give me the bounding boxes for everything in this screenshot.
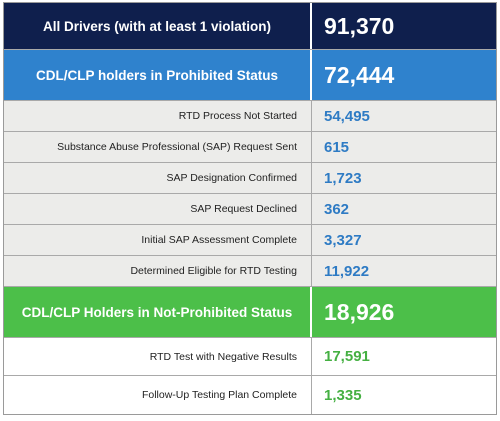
eligible-rtd-testing-value: 11,922 <box>324 262 370 280</box>
not-prohibited-status-label: CDL/CLP Holders in Not-Prohibited Status <box>4 287 312 337</box>
all-drivers-value: 91,370 <box>324 12 395 39</box>
prohibited-status-value: 72,444 <box>324 61 395 88</box>
prohibited-item-row: RTD Process Not Started 54,495 <box>4 101 496 132</box>
initial-sap-assessment-value: 3,327 <box>324 231 362 249</box>
prohibited-status-label: CDL/CLP holders in Prohibited Status <box>4 50 312 100</box>
not-prohibited-item-row: RTD Test with Negative Results 17,591 <box>4 338 496 376</box>
not-prohibited-item-row: Follow-Up Testing Plan Complete 1,335 <box>4 376 496 414</box>
sap-request-declined-label: SAP Request Declined <box>4 194 312 224</box>
sap-request-declined-value: 362 <box>324 200 350 218</box>
eligible-rtd-testing-label: Determined Eligible for RTD Testing <box>4 256 312 286</box>
sap-designation-confirmed-label: SAP Designation Confirmed <box>4 163 312 193</box>
prohibited-item-row: SAP Designation Confirmed 1,723 <box>4 163 496 194</box>
follow-up-plan-complete-label: Follow-Up Testing Plan Complete <box>4 376 312 414</box>
sap-request-sent-label: Substance Abuse Professional (SAP) Reque… <box>4 132 312 162</box>
prohibited-status-row: CDL/CLP holders in Prohibited Status 72,… <box>4 50 496 101</box>
all-drivers-row: All Drivers (with at least 1 violation) … <box>4 3 496 50</box>
drivers-status-table: All Drivers (with at least 1 violation) … <box>3 2 497 415</box>
rtd-negative-results-value: 17,591 <box>324 348 370 365</box>
prohibited-item-row: SAP Request Declined 362 <box>4 194 496 225</box>
prohibited-item-row: Initial SAP Assessment Complete 3,327 <box>4 225 496 256</box>
initial-sap-assessment-label: Initial SAP Assessment Complete <box>4 225 312 255</box>
follow-up-plan-complete-value: 1,335 <box>324 386 362 404</box>
rtd-not-started-value: 54,495 <box>324 107 370 125</box>
rtd-negative-results-label: RTD Test with Negative Results <box>4 338 312 375</box>
not-prohibited-status-value: 18,926 <box>324 298 395 325</box>
not-prohibited-status-row: CDL/CLP Holders in Not-Prohibited Status… <box>4 287 496 338</box>
prohibited-item-row: Substance Abuse Professional (SAP) Reque… <box>4 132 496 163</box>
rtd-not-started-label: RTD Process Not Started <box>4 101 312 131</box>
prohibited-item-row: Determined Eligible for RTD Testing 11,9… <box>4 256 496 287</box>
sap-request-sent-value: 615 <box>324 138 350 156</box>
all-drivers-label: All Drivers (with at least 1 violation) <box>4 3 312 49</box>
sap-designation-confirmed-value: 1,723 <box>324 169 362 187</box>
